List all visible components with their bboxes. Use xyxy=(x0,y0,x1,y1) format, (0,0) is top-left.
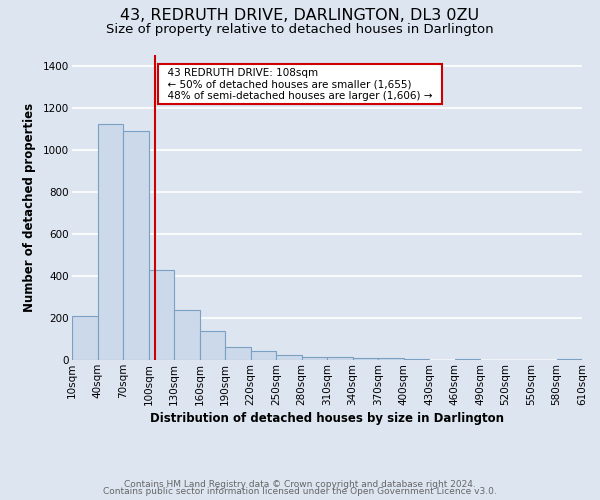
Bar xyxy=(97,124,123,360)
Bar xyxy=(404,358,429,360)
Bar xyxy=(378,358,404,360)
Y-axis label: Number of detached properties: Number of detached properties xyxy=(23,103,36,312)
Bar xyxy=(72,316,97,360)
Bar xyxy=(174,310,199,360)
Bar xyxy=(302,357,327,360)
Bar xyxy=(123,130,149,360)
Bar xyxy=(149,270,174,360)
X-axis label: Distribution of detached houses by size in Darlington: Distribution of detached houses by size … xyxy=(150,412,504,424)
Bar xyxy=(455,359,480,360)
Text: 43 REDRUTH DRIVE: 108sqm
  ← 50% of detached houses are smaller (1,655)
  48% of: 43 REDRUTH DRIVE: 108sqm ← 50% of detach… xyxy=(161,68,439,101)
Text: Size of property relative to detached houses in Darlington: Size of property relative to detached ho… xyxy=(106,22,494,36)
Bar xyxy=(225,348,251,360)
Text: 43, REDRUTH DRIVE, DARLINGTON, DL3 0ZU: 43, REDRUTH DRIVE, DARLINGTON, DL3 0ZU xyxy=(121,8,479,22)
Text: Contains HM Land Registry data © Crown copyright and database right 2024.: Contains HM Land Registry data © Crown c… xyxy=(124,480,476,489)
Bar xyxy=(353,358,378,360)
Bar xyxy=(199,330,225,360)
Bar xyxy=(276,354,302,360)
Bar xyxy=(327,358,353,360)
Bar xyxy=(251,350,276,360)
Text: Contains public sector information licensed under the Open Government Licence v3: Contains public sector information licen… xyxy=(103,487,497,496)
